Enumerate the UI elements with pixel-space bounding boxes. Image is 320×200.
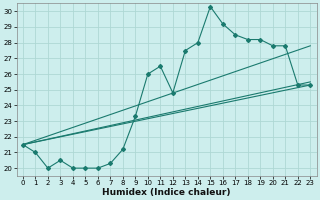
X-axis label: Humidex (Indice chaleur): Humidex (Indice chaleur): [102, 188, 231, 197]
